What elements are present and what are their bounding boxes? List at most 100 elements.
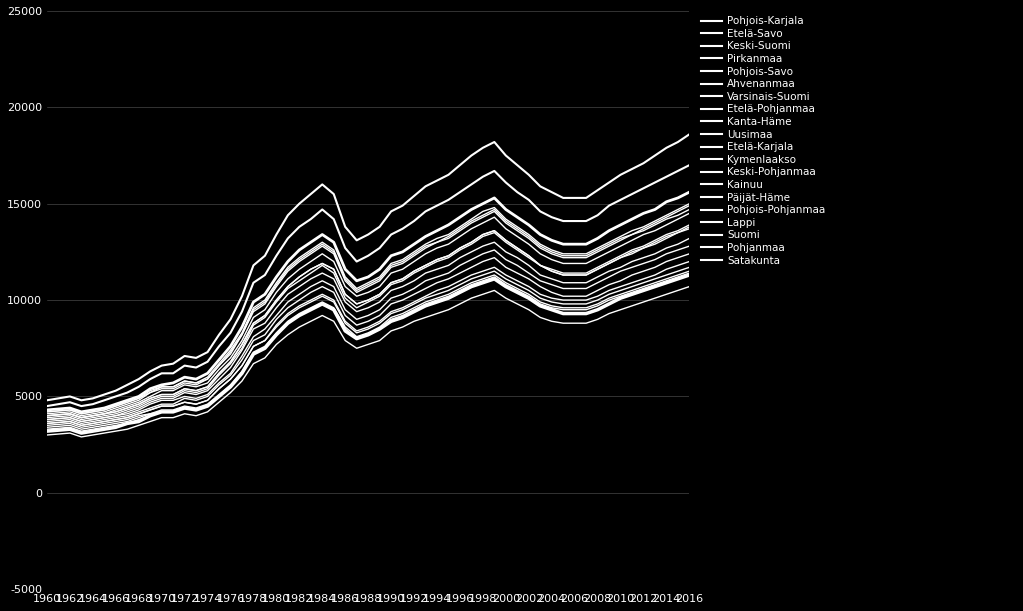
Kymenlaakso	[534, 241, 546, 248]
Lappi	[672, 229, 684, 236]
Etelä-Pohjanmaa	[213, 381, 225, 389]
Varsinais-Suomi	[695, 218, 707, 225]
Kanta-Häme	[695, 221, 707, 229]
Päijät-Häme	[488, 208, 500, 215]
Pirkanmaa	[76, 418, 88, 425]
Etelä-Savo	[603, 295, 615, 302]
Line: Keski-Pohjanmaa: Keski-Pohjanmaa	[47, 271, 701, 433]
Line: Päijät-Häme: Päijät-Häme	[47, 203, 701, 415]
Pohjanmaa	[202, 379, 214, 387]
Pohjois-Karjala	[76, 425, 88, 433]
Pohjois-Karjala	[41, 423, 53, 431]
Keski-Suomi	[672, 268, 684, 275]
Pohjois-Pohjanmaa	[41, 425, 53, 433]
Pohjois-Karjala	[672, 273, 684, 280]
Line: Varsinais-Suomi: Varsinais-Suomi	[47, 221, 701, 418]
Pohjois-Savo	[213, 385, 225, 392]
Pohjanmaa	[534, 250, 546, 257]
Etelä-Karjala	[76, 418, 88, 425]
Lappi	[202, 385, 214, 392]
Kainuu	[603, 310, 615, 317]
Kymenlaakso	[603, 238, 615, 246]
Uusimaa	[202, 348, 214, 356]
Satakunta	[603, 241, 615, 248]
Pirkanmaa	[603, 273, 615, 280]
Etelä-Pohjanmaa	[41, 418, 53, 425]
Keski-Pohjanmaa	[76, 430, 88, 437]
Etelä-Pohjanmaa	[488, 254, 500, 262]
Kainuu	[41, 431, 53, 439]
Päijät-Häme	[534, 244, 546, 252]
Ahvenanmaa	[41, 403, 53, 410]
Etelä-Savo	[672, 271, 684, 279]
Kymenlaakso	[488, 204, 500, 211]
Ahvenanmaa	[190, 364, 203, 371]
Keski-Pohjanmaa	[695, 268, 707, 275]
Line: Pohjois-Karjala: Pohjois-Karjala	[47, 269, 701, 429]
Line: Uusimaa: Uusimaa	[47, 128, 701, 400]
Line: Pirkanmaa: Pirkanmaa	[47, 242, 701, 422]
Line: Kanta-Häme: Kanta-Häme	[47, 225, 701, 418]
Keski-Suomi	[202, 397, 214, 404]
Satakunta	[41, 408, 53, 415]
Kymenlaakso	[202, 373, 214, 381]
Satakunta	[202, 375, 214, 382]
Kymenlaakso	[76, 410, 88, 417]
Varsinais-Suomi	[76, 414, 88, 422]
Keski-Pohjanmaa	[202, 403, 214, 410]
Line: Pohjois-Savo: Pohjois-Savo	[47, 258, 701, 425]
Line: Kainuu: Kainuu	[47, 283, 701, 437]
Etelä-Savo	[488, 271, 500, 279]
Line: Kymenlaakso: Kymenlaakso	[47, 200, 701, 414]
Lappi	[488, 229, 500, 236]
Pohjois-Pohjanmaa	[488, 275, 500, 282]
Pohjois-Savo	[534, 291, 546, 298]
Etelä-Savo	[202, 400, 214, 408]
Uusimaa	[591, 186, 604, 194]
Pohjois-Karjala	[488, 273, 500, 280]
Keski-Pohjanmaa	[603, 300, 615, 307]
Kainuu	[672, 287, 684, 294]
Etelä-Pohjanmaa	[603, 281, 615, 288]
Suomi	[213, 356, 225, 364]
Keski-Suomi	[603, 291, 615, 298]
Pirkanmaa	[202, 391, 214, 398]
Line: Lappi: Lappi	[47, 223, 701, 420]
Etelä-Karjala	[534, 271, 546, 279]
Pohjanmaa	[488, 213, 500, 221]
Keski-Suomi	[41, 420, 53, 427]
Kainuu	[488, 287, 500, 294]
Kainuu	[695, 279, 707, 287]
Pohjois-Savo	[672, 262, 684, 269]
Keski-Suomi	[534, 295, 546, 302]
Pohjois-Pohjanmaa	[76, 428, 88, 435]
Line: Pohjanmaa: Pohjanmaa	[47, 210, 701, 418]
Etelä-Pohjanmaa	[202, 393, 214, 400]
Kanta-Häme	[603, 260, 615, 267]
Kanta-Häme	[488, 227, 500, 235]
Line: Pohjois-Pohjanmaa: Pohjois-Pohjanmaa	[47, 271, 701, 431]
Etelä-Pohjanmaa	[534, 283, 546, 290]
Pohjois-Pohjanmaa	[202, 403, 214, 410]
Uusimaa	[190, 354, 203, 362]
Satakunta	[534, 243, 546, 250]
Line: Ahvenanmaa: Ahvenanmaa	[47, 159, 701, 406]
Line: Suomi: Suomi	[47, 186, 701, 412]
Päijät-Häme	[672, 211, 684, 219]
Ahvenanmaa	[477, 173, 489, 180]
Pohjois-Savo	[488, 263, 500, 271]
Satakunta	[695, 196, 707, 203]
Varsinais-Suomi	[488, 227, 500, 235]
Pohjois-Savo	[695, 254, 707, 262]
Etelä-Karjala	[672, 241, 684, 248]
Pohjois-Savo	[603, 287, 615, 294]
Varsinais-Suomi	[213, 370, 225, 377]
Suomi	[672, 194, 684, 202]
Kanta-Häme	[534, 262, 546, 269]
Päijät-Häme	[41, 410, 53, 417]
Etelä-Karjala	[213, 375, 225, 382]
Etelä-Karjala	[488, 238, 500, 246]
Kainuu	[213, 398, 225, 406]
Suomi	[534, 231, 546, 238]
Suomi	[76, 408, 88, 415]
